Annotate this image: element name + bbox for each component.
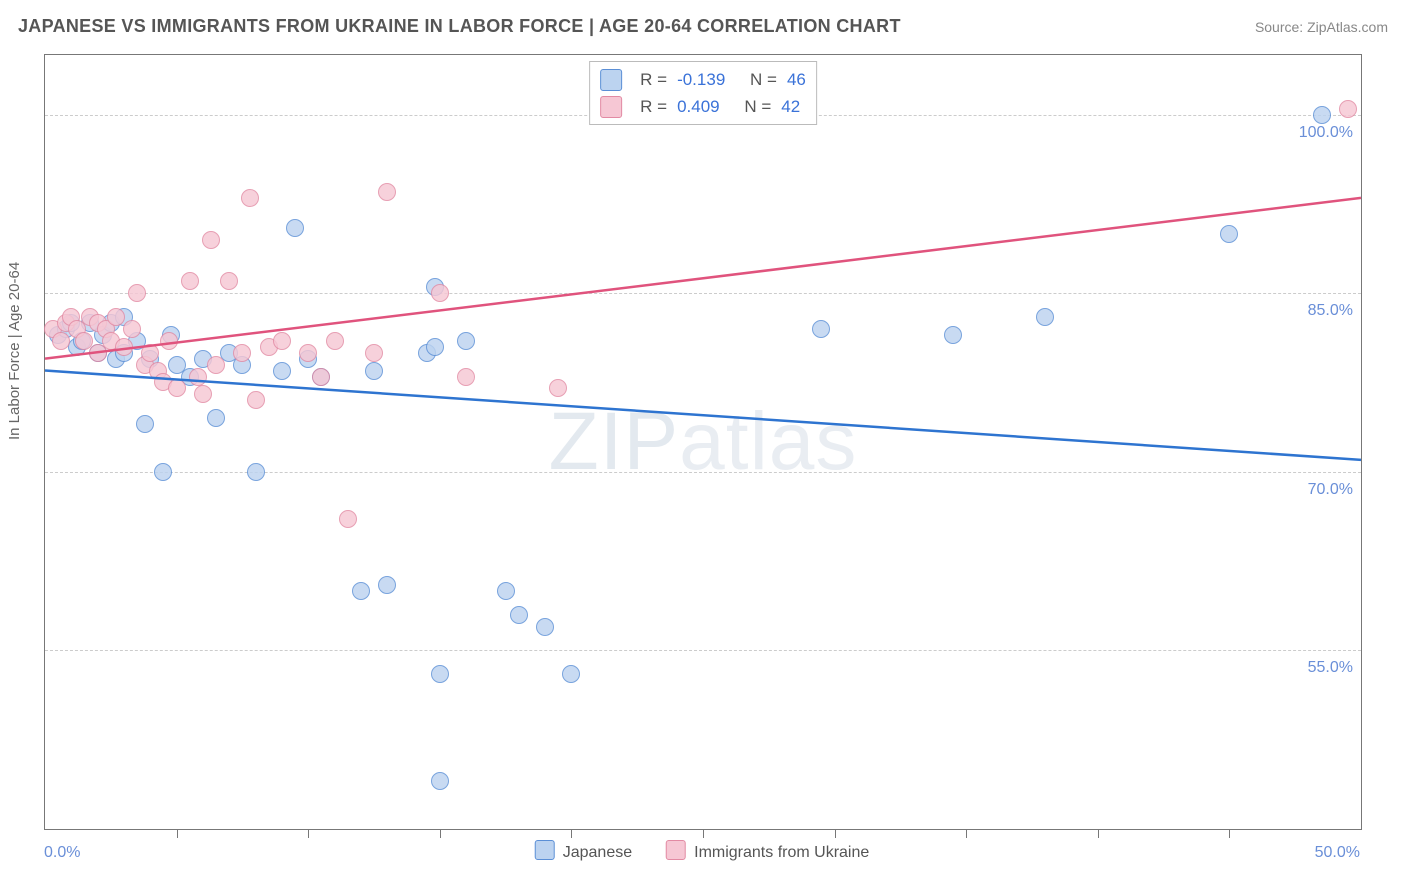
x-axis-min-label: 0.0% [44, 844, 80, 862]
scatter-point-series-1 [189, 368, 207, 386]
scatter-point-series-0 [136, 415, 154, 433]
scatter-point-series-1 [326, 332, 344, 350]
scatter-point-series-1 [168, 379, 186, 397]
scatter-point-series-1 [107, 308, 125, 326]
scatter-point-series-1 [141, 344, 159, 362]
x-tick [703, 829, 704, 838]
swatch-icon [666, 840, 686, 860]
x-tick [966, 829, 967, 838]
scatter-point-series-1 [220, 272, 238, 290]
chart-title: JAPANESE VS IMMIGRANTS FROM UKRAINE IN L… [18, 16, 901, 37]
trend-line-series-1 [45, 198, 1361, 359]
scatter-point-series-1 [52, 332, 70, 350]
legend-item-1: Immigrants from Ukraine [666, 840, 869, 862]
gridline-h [45, 650, 1361, 651]
correlation-stats-box: R = -0.139 N = 46 R = 0.409 N = 42 [589, 61, 817, 125]
watermark-light: atlas [679, 396, 857, 487]
scatter-point-series-1 [378, 183, 396, 201]
x-tick [571, 829, 572, 838]
scatter-point-series-1 [160, 332, 178, 350]
r-label: R = [640, 93, 667, 120]
x-tick [1098, 829, 1099, 838]
r-value: 0.409 [677, 93, 720, 120]
scatter-point-series-1 [431, 284, 449, 302]
scatter-point-series-1 [194, 385, 212, 403]
r-value: -0.139 [677, 66, 725, 93]
legend-label: Japanese [563, 844, 632, 861]
scatter-point-series-0 [247, 463, 265, 481]
scatter-point-series-1 [312, 368, 330, 386]
scatter-point-series-0 [510, 606, 528, 624]
scatter-point-series-0 [378, 576, 396, 594]
scatter-point-series-0 [1220, 225, 1238, 243]
stats-row-series-0: R = -0.139 N = 46 [600, 66, 806, 93]
x-tick [440, 829, 441, 838]
r-label: R = [640, 66, 667, 93]
watermark: ZIPatlas [549, 395, 858, 489]
swatch-icon [600, 69, 622, 91]
gridline-h [45, 293, 1361, 294]
scatter-point-series-0 [497, 582, 515, 600]
legend-item-0: Japanese [535, 840, 632, 862]
correlation-scatter-chart: ZIPatlas R = -0.139 N = 46 R = 0.409 N =… [44, 54, 1362, 830]
scatter-point-series-0 [207, 409, 225, 427]
scatter-point-series-0 [431, 772, 449, 790]
scatter-point-series-1 [123, 320, 141, 338]
watermark-bold: ZIP [549, 396, 680, 487]
scatter-point-series-0 [812, 320, 830, 338]
scatter-point-series-0 [944, 326, 962, 344]
swatch-icon [600, 96, 622, 118]
scatter-point-series-0 [431, 665, 449, 683]
scatter-point-series-0 [273, 362, 291, 380]
scatter-point-series-1 [549, 379, 567, 397]
source-attribution: Source: ZipAtlas.com [1255, 19, 1388, 35]
scatter-point-series-1 [181, 272, 199, 290]
x-axis-max-label: 50.0% [1315, 844, 1360, 862]
stats-row-series-1: R = 0.409 N = 42 [600, 93, 806, 120]
scatter-point-series-0 [536, 618, 554, 636]
scatter-point-series-0 [154, 463, 172, 481]
y-tick-label: 55.0% [1308, 659, 1353, 677]
y-axis-title: In Labor Force | Age 20-64 [6, 262, 23, 440]
scatter-point-series-1 [207, 356, 225, 374]
scatter-point-series-0 [457, 332, 475, 350]
n-label: N = [744, 93, 771, 120]
x-tick [308, 829, 309, 838]
scatter-point-series-0 [1313, 106, 1331, 124]
scatter-point-series-1 [115, 338, 133, 356]
y-tick-label: 100.0% [1299, 124, 1353, 142]
scatter-point-series-1 [241, 189, 259, 207]
swatch-icon [535, 840, 555, 860]
scatter-point-series-1 [273, 332, 291, 350]
scatter-point-series-0 [1036, 308, 1054, 326]
n-label: N = [750, 66, 777, 93]
scatter-point-series-0 [352, 582, 370, 600]
x-axis-labels: 0.0% 50.0% Japanese Immigrants from Ukra… [44, 834, 1360, 874]
scatter-point-series-0 [426, 338, 444, 356]
scatter-point-series-1 [365, 344, 383, 362]
scatter-point-series-0 [286, 219, 304, 237]
scatter-point-series-1 [299, 344, 317, 362]
scatter-point-series-1 [128, 284, 146, 302]
legend-label: Immigrants from Ukraine [694, 844, 869, 861]
scatter-point-series-1 [457, 368, 475, 386]
x-tick [1229, 829, 1230, 838]
n-value: 46 [787, 66, 806, 93]
scatter-point-series-1 [339, 510, 357, 528]
x-tick [835, 829, 836, 838]
y-tick-label: 70.0% [1308, 481, 1353, 499]
x-tick [177, 829, 178, 838]
n-value: 42 [781, 93, 800, 120]
y-tick-label: 85.0% [1308, 302, 1353, 320]
scatter-point-series-0 [365, 362, 383, 380]
scatter-point-series-1 [1339, 100, 1357, 118]
scatter-point-series-0 [562, 665, 580, 683]
series-legend: Japanese Immigrants from Ukraine [535, 840, 870, 862]
scatter-point-series-1 [247, 391, 265, 409]
scatter-point-series-1 [202, 231, 220, 249]
scatter-point-series-1 [233, 344, 251, 362]
